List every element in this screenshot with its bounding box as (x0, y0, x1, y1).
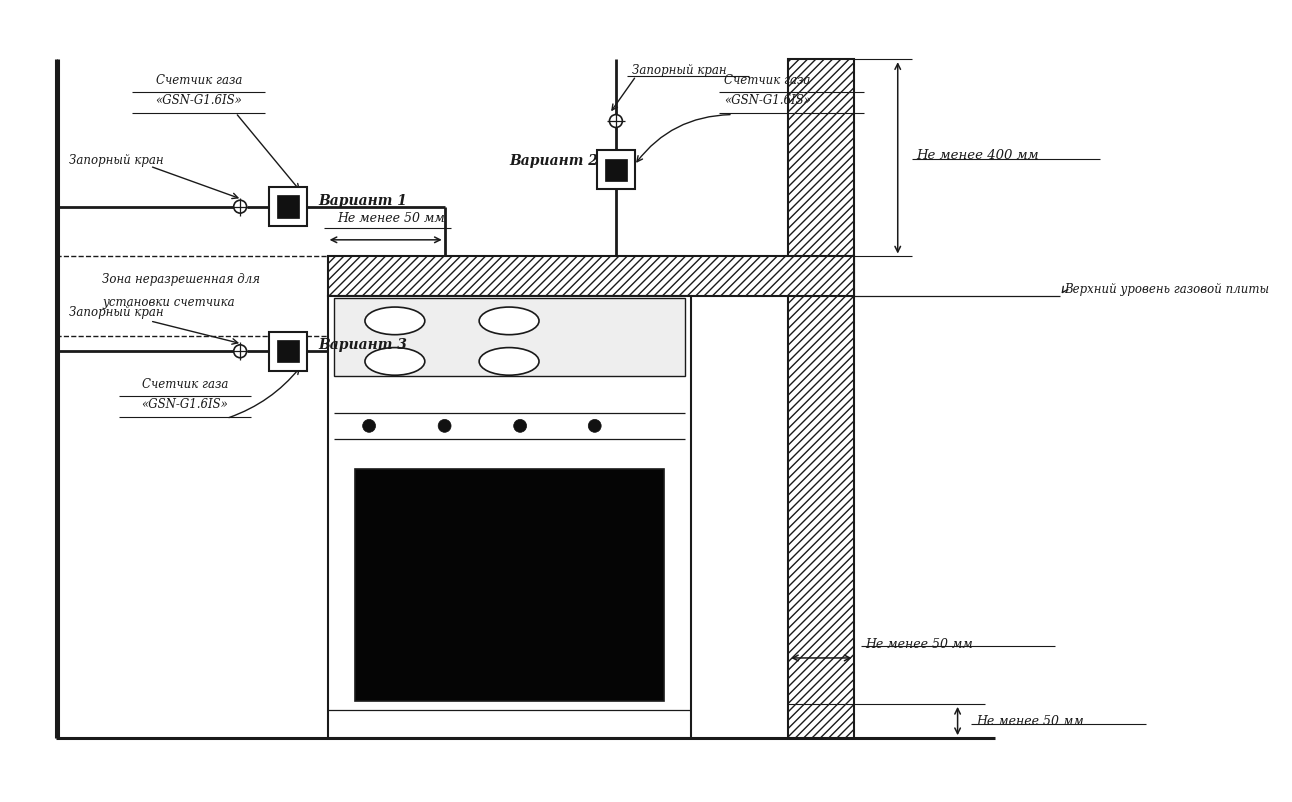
Bar (269, 332, 307, 371)
Text: Счетчик газа: Счетчик газа (155, 74, 242, 87)
Text: Запорный кран: Запорный кран (68, 306, 163, 319)
Ellipse shape (479, 307, 539, 334)
Bar (355, 469, 664, 701)
Text: Вариант 2: Вариант 2 (509, 154, 598, 168)
Bar (597, 151, 636, 189)
Circle shape (234, 200, 247, 213)
Circle shape (363, 419, 376, 432)
Text: Счетчик газа: Счетчик газа (142, 378, 229, 391)
Circle shape (438, 419, 451, 432)
Text: установки счетчика: установки счетчика (102, 296, 235, 309)
Text: Не менее 50 мм: Не менее 50 мм (866, 638, 973, 650)
Bar (269, 188, 307, 226)
Text: Не менее 50 мм: Не менее 50 мм (337, 212, 444, 225)
Bar (605, 159, 627, 181)
Text: Верхний уровень газовой плиты: Верхний уровень газовой плиты (1065, 283, 1270, 296)
Text: Запорный кран: Запорный кран (68, 154, 163, 167)
Bar (328, 257, 854, 296)
Text: «GSN-G1.6IS»: «GSN-G1.6IS» (141, 398, 229, 411)
Ellipse shape (479, 347, 539, 375)
Text: Не менее 50 мм: Не менее 50 мм (975, 715, 1084, 727)
Text: Зона неразрешенная для: Зона неразрешенная для (102, 273, 260, 286)
Bar (276, 196, 300, 218)
Circle shape (588, 419, 601, 432)
Text: «GSN-G1.6IS»: «GSN-G1.6IS» (155, 94, 242, 107)
Text: Вариант 3: Вариант 3 (318, 338, 407, 352)
Ellipse shape (364, 347, 425, 375)
Circle shape (610, 115, 623, 128)
Bar (328, 296, 691, 738)
Bar (335, 298, 685, 376)
Ellipse shape (364, 307, 425, 334)
Bar (276, 340, 300, 363)
Text: Не менее 400 мм: Не менее 400 мм (916, 148, 1039, 161)
Text: Запорный кран: Запорный кран (632, 64, 726, 77)
Circle shape (234, 345, 247, 358)
Text: Вариант 1: Вариант 1 (318, 194, 407, 209)
Circle shape (514, 419, 527, 432)
Text: Счетчик газа: Счетчик газа (724, 74, 810, 87)
Bar (788, 59, 854, 738)
Text: «GSN-G1.6IS»: «GSN-G1.6IS» (724, 94, 810, 107)
